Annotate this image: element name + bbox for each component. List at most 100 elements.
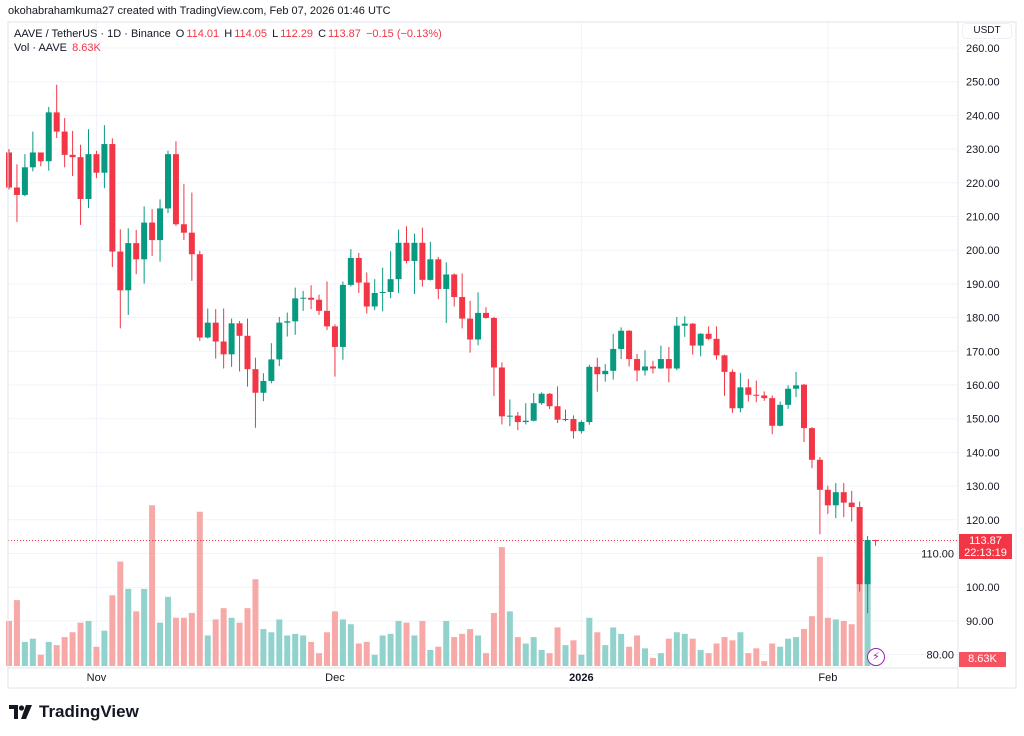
volume-bar (801, 629, 807, 666)
candle-body (244, 335, 251, 370)
candle (260, 373, 267, 402)
candle-body (467, 318, 474, 340)
volume-label[interactable]: Vol · AAVE (14, 42, 67, 54)
volume-bar (777, 646, 784, 666)
candle (785, 385, 792, 409)
volume-bar (252, 579, 259, 666)
candle-body (490, 317, 497, 368)
volume-bar (371, 654, 378, 666)
candle (506, 399, 513, 427)
candle (53, 84, 60, 138)
candle-body (300, 297, 307, 299)
candle (824, 485, 831, 515)
candle (324, 281, 330, 331)
x-tick-label: Feb (818, 672, 837, 684)
candle (204, 308, 211, 339)
volume-bar (459, 633, 466, 666)
y-tick-label: 190.00 (966, 279, 1000, 291)
candle (848, 490, 855, 522)
candle-body (188, 232, 195, 255)
volume-bar (705, 653, 712, 666)
candle-body (419, 242, 426, 280)
candle-body (411, 242, 418, 261)
change-value: −0.15 (−0.13%) (365, 28, 442, 40)
candle (475, 292, 482, 346)
volume-bar (244, 608, 251, 666)
volume-bar (109, 595, 116, 666)
candle-body (212, 322, 219, 342)
candle (387, 251, 394, 299)
candle (832, 483, 839, 519)
y-tick-label: 240.00 (966, 110, 1000, 122)
tradingview-logo-icon (9, 705, 32, 719)
candle-body (777, 404, 784, 426)
candle (268, 343, 275, 384)
open-label: O (175, 28, 185, 40)
candle-body (578, 422, 585, 432)
volume-bar (196, 511, 203, 666)
candle (6, 149, 12, 190)
candle (331, 324, 338, 377)
close-value: 113.87 (328, 28, 361, 40)
candle-body (403, 242, 410, 261)
candle-body (673, 325, 680, 369)
candle-body (276, 322, 283, 360)
candle-body (840, 492, 847, 503)
volume-bar (308, 641, 315, 666)
volume-bar (220, 608, 227, 666)
symbol-label[interactable]: AAVE / TetherUS · 1D · Binance (14, 28, 171, 40)
candle-body (165, 154, 171, 209)
candle-body (157, 208, 164, 241)
volume-bar (785, 638, 792, 666)
volume-bar (331, 611, 338, 666)
candle-body (816, 459, 823, 490)
volume-bar (665, 638, 672, 666)
volume-bar (276, 619, 283, 666)
candle (538, 392, 545, 405)
volume-bar (832, 619, 839, 666)
candle (753, 380, 760, 403)
price-axis[interactable]: 260.00 250.00 240.00 230.00 220.00 210.00 200.… (921, 43, 999, 662)
candle (514, 411, 521, 431)
candle-body (753, 394, 760, 396)
candle-body (761, 395, 768, 399)
candle (69, 130, 76, 177)
candle-body (141, 222, 148, 260)
candle (125, 228, 132, 315)
candle-body (324, 310, 330, 327)
lightning-icon[interactable]: ⚡︎ (867, 648, 885, 666)
gridlines (8, 22, 958, 668)
candle-body (228, 323, 235, 355)
currency-unit-button[interactable]: USDT (962, 23, 1012, 39)
volume-bar (379, 635, 386, 666)
candle (840, 483, 847, 518)
volume-bar (77, 622, 84, 666)
volume-bar (37, 654, 44, 666)
y-tick-label: 200.00 (966, 245, 1000, 257)
candle (284, 312, 291, 337)
candle (149, 209, 156, 256)
candle-body (642, 366, 648, 371)
high-value: 114.05 (234, 28, 268, 40)
candle (133, 229, 140, 275)
candle (594, 357, 601, 392)
volume-bar (411, 635, 418, 666)
volume-bar (157, 622, 164, 666)
y-tick-label: 90.00 (966, 616, 994, 628)
candle-body (260, 380, 267, 393)
candle (451, 273, 458, 307)
y-tick-label: 210.00 (966, 212, 1000, 224)
candle (649, 360, 656, 374)
candle (443, 262, 450, 323)
volume-bar (634, 635, 641, 666)
candle-body (713, 338, 720, 356)
candle (165, 150, 171, 214)
time-axis[interactable]: Nov Dec 2026 Feb (87, 672, 838, 684)
candle-body (61, 131, 68, 155)
y-tick-label: 230.00 (966, 144, 1000, 156)
candle (196, 250, 203, 341)
candle-body (77, 157, 84, 199)
volume-bar (260, 629, 267, 666)
volume-bar (769, 643, 776, 666)
